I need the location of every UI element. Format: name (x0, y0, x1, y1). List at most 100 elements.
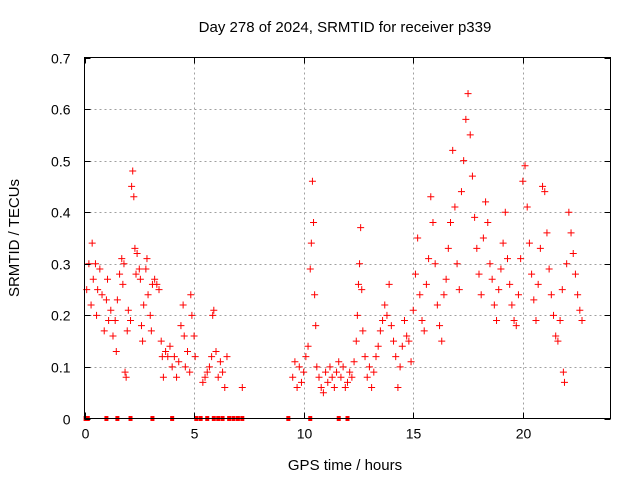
data-point (187, 291, 195, 299)
data-point (352, 337, 360, 345)
data-point (147, 327, 155, 335)
data-point (315, 373, 323, 381)
data-point (107, 306, 115, 314)
data-point (356, 260, 364, 268)
grid (84, 57, 611, 419)
data-point (479, 234, 487, 242)
data-point (525, 239, 533, 247)
data-point (508, 301, 516, 309)
data-point (186, 368, 194, 376)
data-point (121, 368, 129, 376)
data-point (105, 317, 113, 325)
data-point (201, 373, 209, 381)
data-point (312, 322, 320, 330)
data-point (333, 368, 341, 376)
data-point (558, 286, 566, 294)
data-point (370, 368, 378, 376)
data-point (164, 353, 172, 361)
data-point (88, 239, 96, 247)
data-point (530, 296, 538, 304)
data-point (112, 347, 120, 355)
data-point (289, 373, 297, 381)
data-point (447, 219, 455, 227)
data-point (144, 291, 152, 299)
data-point (212, 347, 220, 355)
data-point (414, 234, 422, 242)
data-point (536, 244, 544, 252)
data-point (143, 255, 151, 263)
x-tick-label: 0 (82, 426, 90, 442)
data-point (216, 358, 224, 366)
data-point (221, 384, 229, 392)
data-point (539, 182, 547, 190)
data-point (512, 322, 520, 330)
data-point (411, 270, 419, 278)
data-point (392, 353, 400, 361)
data-point (295, 363, 303, 371)
data-point (385, 280, 393, 288)
data-point (503, 255, 511, 263)
y-tick-label: 0.4 (51, 205, 71, 221)
data-point (135, 265, 143, 273)
data-point (190, 332, 198, 340)
data-point (552, 332, 560, 340)
y-tick-label: 0.6 (51, 102, 71, 118)
data-point (405, 337, 413, 345)
data-point (449, 146, 457, 154)
data-point (136, 275, 144, 283)
data-point (462, 115, 470, 123)
data-point (471, 213, 479, 221)
data-point (407, 358, 415, 366)
data-point (177, 322, 185, 330)
data-point (119, 280, 127, 288)
data-point (396, 363, 404, 371)
data-point (357, 224, 365, 232)
data-point (387, 322, 395, 330)
data-point (532, 317, 540, 325)
data-point (455, 286, 463, 294)
data-point (129, 167, 137, 175)
data-point (346, 368, 354, 376)
data-point (560, 378, 568, 386)
data-point (495, 286, 503, 294)
y-axis-label: SRMTID / TECUs (6, 179, 23, 297)
data-point (460, 157, 468, 165)
data-point (466, 131, 474, 139)
data-point (510, 317, 518, 325)
data-point (223, 353, 231, 361)
data-point (113, 296, 121, 304)
data-point (365, 363, 373, 371)
y-tick-label: 0.1 (51, 360, 71, 376)
data-point (361, 353, 369, 361)
data-point (473, 244, 481, 252)
y-tick-label: 0.2 (51, 308, 71, 324)
data-point (208, 353, 216, 361)
data-point (514, 291, 522, 299)
data-point (523, 203, 531, 211)
data-point (457, 188, 465, 196)
data-point (374, 342, 382, 350)
data-point (359, 327, 367, 335)
data-point (123, 327, 131, 335)
data-point (409, 306, 417, 314)
data-point (146, 311, 154, 319)
data-point (137, 322, 145, 330)
data-point (122, 373, 130, 381)
data-point (205, 363, 213, 371)
data-point (159, 373, 167, 381)
data-point (567, 229, 575, 237)
data-point (219, 368, 227, 376)
data-point (350, 358, 358, 366)
data-point (326, 363, 334, 371)
data-point (151, 275, 159, 283)
data-point (425, 255, 433, 263)
data-point (91, 260, 99, 268)
data-point (191, 353, 199, 361)
data-point (341, 384, 349, 392)
data-point (322, 368, 330, 376)
data-point (170, 353, 178, 361)
data-point (339, 363, 347, 371)
data-point (506, 280, 514, 288)
data-point (153, 280, 161, 288)
